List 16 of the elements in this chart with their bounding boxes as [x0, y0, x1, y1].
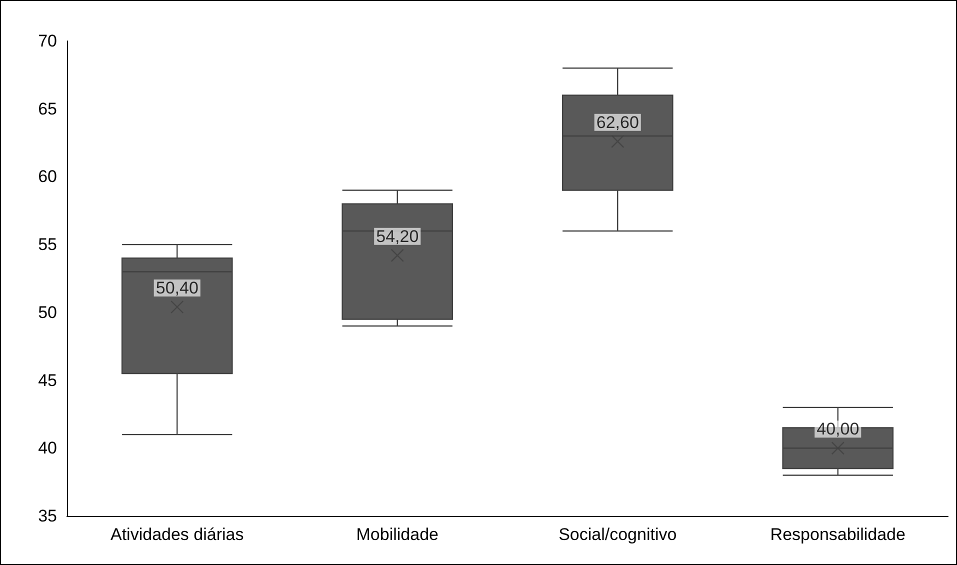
y-tick-label: 65 [38, 99, 57, 118]
y-tick-label: 55 [38, 235, 57, 254]
y-tick-label: 35 [38, 506, 57, 526]
text: 40,00 [816, 420, 860, 439]
text: 54,20 [376, 226, 419, 246]
y-tick-label: 45 [38, 370, 57, 390]
y-tick-label: 60 [38, 167, 57, 186]
x-tick-label: Responsabilidade [770, 525, 906, 544]
x-tick-label: Atividades diárias [110, 525, 244, 544]
text: 50,40 [156, 278, 198, 298]
x-tick-label: Mobilidade [356, 525, 438, 544]
y-tick-label: 70 [38, 32, 57, 50]
x-tick-label: Social/cognitivo [558, 525, 677, 544]
text: 62,60 [596, 112, 639, 132]
y-tick-label: 40 [38, 438, 57, 458]
y-tick-label: 50 [38, 302, 57, 322]
